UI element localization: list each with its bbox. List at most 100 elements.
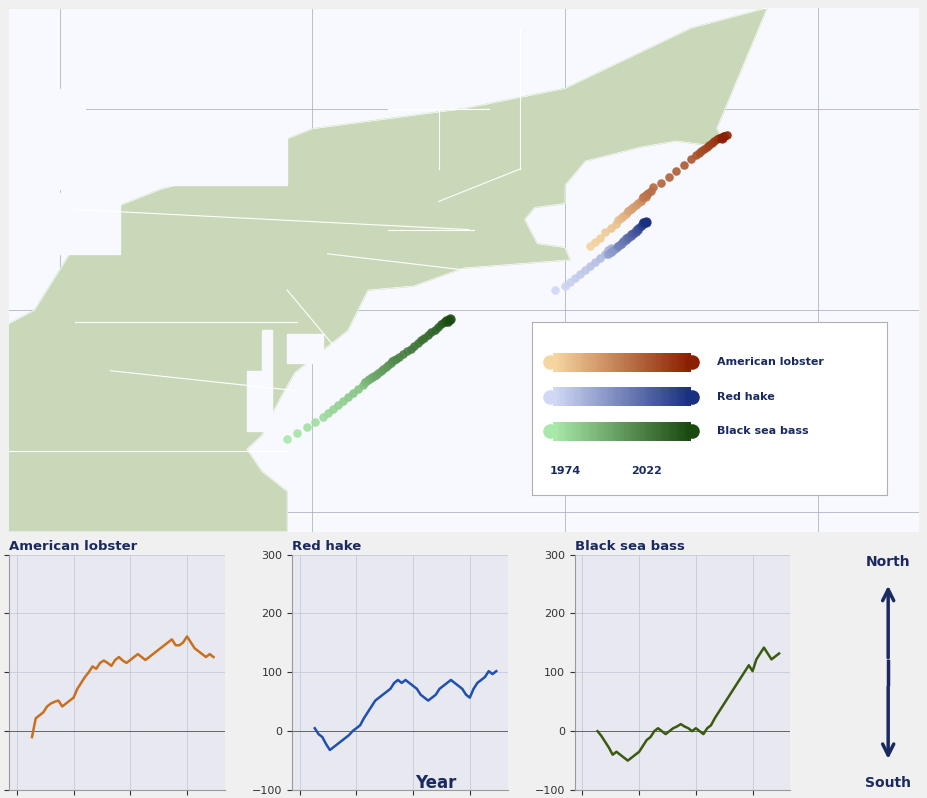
Point [413,334,428,347]
Point [385,355,400,368]
Point [436,316,451,329]
Point [607,217,622,230]
Point [364,370,379,383]
Point [641,187,655,200]
Point [635,217,650,230]
Point [430,321,445,334]
Point [375,362,390,375]
Point [415,332,430,345]
Point [315,411,330,424]
Polygon shape [247,330,272,431]
Polygon shape [0,193,121,254]
Text: North: North [865,555,909,569]
Point [410,337,425,350]
Point [630,221,645,234]
Point [638,189,653,202]
Point [603,246,617,259]
Point [613,237,628,250]
Point [705,135,720,148]
Point [403,342,418,355]
Point [361,373,375,386]
Point [683,152,698,165]
Point [289,427,304,440]
Point [616,209,630,222]
Point [358,376,373,389]
Point [620,231,635,243]
Point [400,345,414,358]
Point [638,215,653,228]
Point [635,217,650,230]
Point [307,416,322,429]
Point [716,130,730,143]
Point [387,354,401,366]
Point [610,239,625,252]
Point [638,215,653,228]
Point [610,239,625,252]
Polygon shape [286,334,323,362]
Point [588,255,603,268]
Point [617,232,632,245]
Point [645,181,660,194]
Point [578,263,592,276]
Point [607,241,622,254]
Point [635,217,650,230]
Text: American lobster: American lobster [9,540,137,554]
Point [625,227,640,239]
Point [607,241,622,254]
Point [623,203,638,216]
Point [625,201,640,214]
Point [362,373,376,385]
Point [562,275,577,288]
Point [391,350,406,363]
Point [440,315,455,328]
Point [613,237,628,250]
Point [660,171,675,184]
Point [420,329,435,342]
Point [366,369,381,382]
Point [368,369,383,381]
Point [623,229,638,242]
Point [572,267,587,280]
Point [642,185,657,198]
Point [582,259,597,272]
Point [620,205,635,218]
Point [442,313,457,326]
Polygon shape [0,8,767,532]
Point [668,165,683,178]
Point [704,136,718,149]
Point [345,386,360,399]
Point [613,237,628,250]
Point [628,225,642,238]
Point [330,398,345,411]
Point [628,224,642,237]
Point [582,239,597,252]
Point [407,339,422,352]
Point [600,243,615,256]
Point [340,390,355,403]
Point [698,140,713,153]
Point [603,221,617,234]
Point [362,372,377,385]
Point [620,231,635,244]
Point [441,314,456,326]
Point [426,323,441,336]
Point [625,227,640,240]
Point [633,195,648,207]
Point [424,326,438,339]
Point [279,433,294,445]
Point [714,132,729,144]
Point [635,192,650,204]
Point [600,247,615,260]
Point [358,376,373,389]
Point [633,219,648,232]
Point [633,194,648,207]
Point [616,235,630,248]
Point [623,203,638,216]
Point [603,241,617,254]
Point [653,177,667,190]
Point [701,139,716,152]
Point [635,216,650,229]
Point [610,213,625,226]
Point [597,247,612,260]
Point [630,223,645,236]
